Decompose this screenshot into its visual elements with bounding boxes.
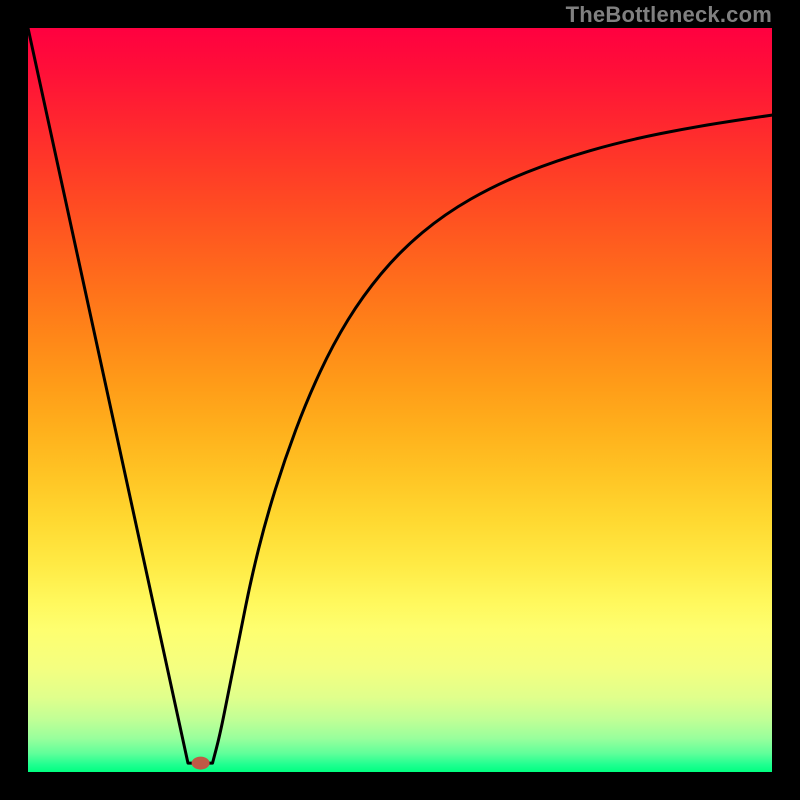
figure-root: TheBottleneck.com [0, 0, 800, 800]
plot-svg [28, 28, 772, 772]
watermark-text: TheBottleneck.com [566, 2, 772, 28]
gradient-background [28, 28, 772, 772]
plot-area [28, 28, 772, 772]
optimum-marker [192, 757, 210, 770]
